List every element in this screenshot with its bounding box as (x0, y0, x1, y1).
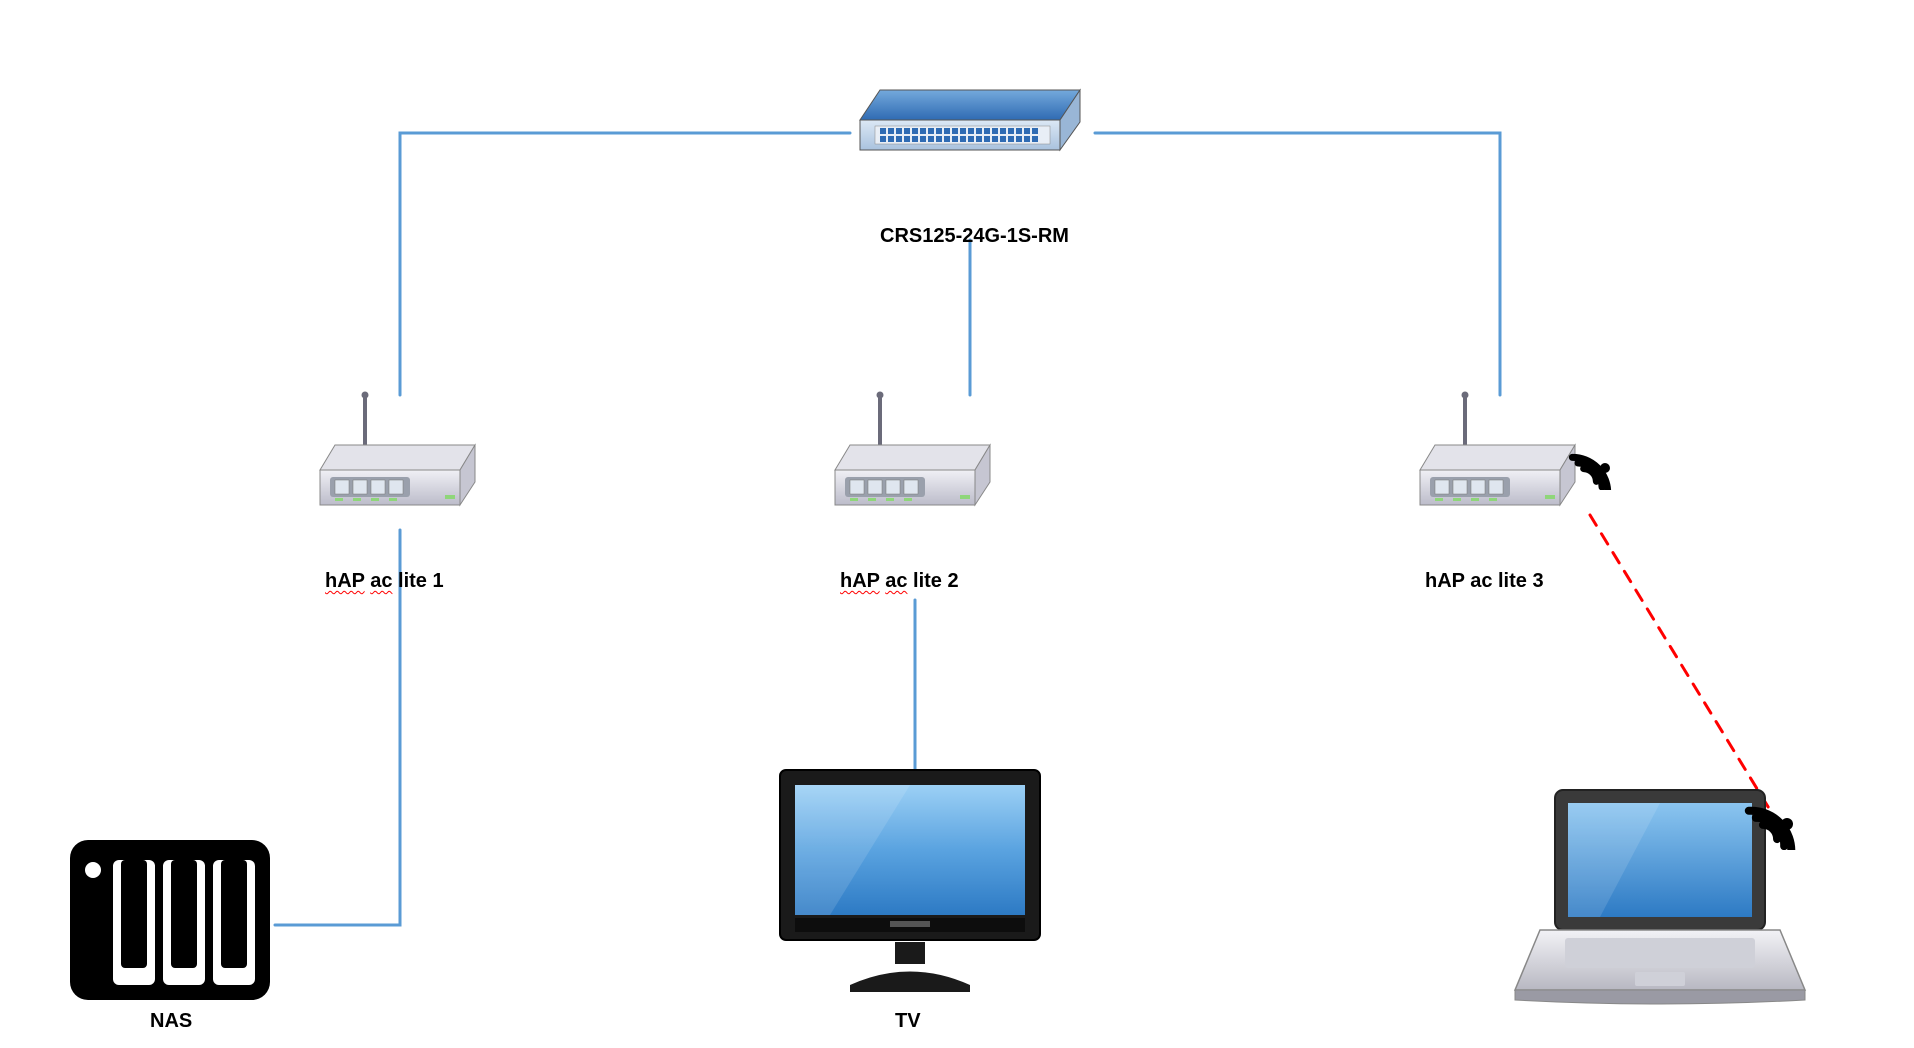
access-point-label: hAP ac lite 1 (325, 570, 444, 593)
wifi-icon (1545, 420, 1635, 495)
tv-icon (760, 760, 1060, 1005)
access-point-label: hAP ac lite 2 (840, 570, 959, 593)
wifi-icon (1720, 770, 1820, 855)
access-point-icon (305, 390, 495, 545)
nas-label: NAS (150, 1010, 192, 1033)
access-point-icon (820, 390, 1010, 545)
wireless-link (1590, 515, 1770, 810)
switch-label: CRS125-24G-1S-RM (880, 225, 1069, 248)
ethernet-link (400, 133, 850, 395)
nas-icon (65, 830, 275, 1015)
ethernet-link (1095, 133, 1500, 395)
tv-label: TV (895, 1010, 921, 1033)
access-point-label: hAP ac lite 3 (1425, 570, 1544, 593)
diagram-canvas: CRS125-24G-1S-RM (0, 0, 1914, 1048)
switch-icon (840, 70, 1100, 195)
